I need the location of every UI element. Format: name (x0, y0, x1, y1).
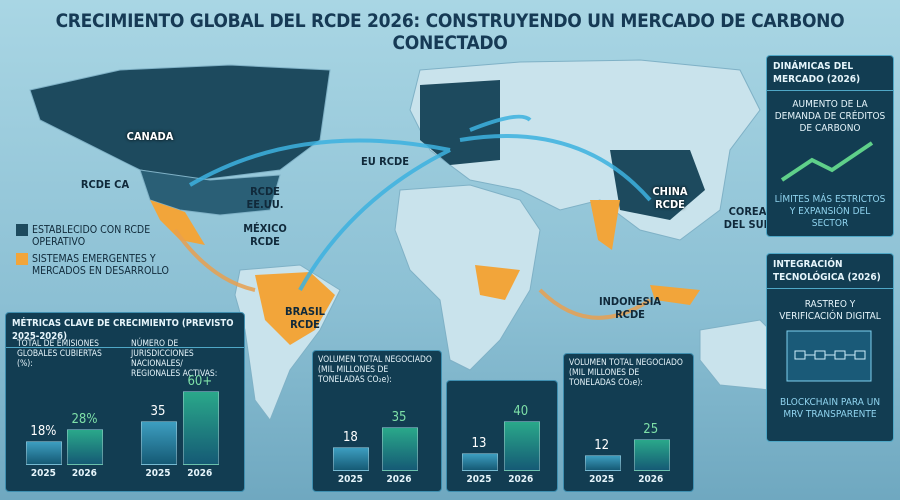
market-panel: DINÁMICAS DEL MERCADO (2026) AUMENTO DE … (766, 55, 894, 237)
legend-item: ESTABLECIDO CON RCDE OPERATIVO (16, 224, 196, 248)
bar (382, 427, 419, 471)
map-label: RCDE CA (80, 178, 130, 191)
map-label: CHINA RCDE (652, 185, 688, 211)
metric-chart: VOLUMEN TOTAL NEGOCIADO (MIL MILLONES DE… (563, 353, 694, 492)
bar (462, 453, 498, 471)
bar (633, 439, 670, 471)
bar (67, 429, 104, 465)
bar (141, 421, 177, 465)
map-label: BRASIL RCDE (285, 305, 325, 331)
chart-title: TOTAL DE EMISIONES GLOBALES CUBIERTAS (%… (17, 339, 102, 369)
value-label: 28% (71, 412, 98, 428)
value-label: 25 (643, 422, 659, 437)
panel-item: RASTREO Y VERIFICACIÓN DIGITAL (779, 299, 881, 322)
bar (333, 447, 370, 471)
chart-title: VOLUMEN TOTAL NEGOCIADO (MIL MILLONES DE… (318, 355, 432, 385)
bar (584, 454, 621, 471)
screen-icon (786, 330, 872, 382)
chart-title: NÚMERO DE JURISDICCIONES NACIONALES/ REG… (131, 339, 218, 379)
value-label: 13 (471, 436, 487, 452)
map-label: EU RCDE (360, 155, 410, 168)
title: CRECIMIENTO GLOBAL DEL RCDE 2026: CONSTR… (55, 10, 845, 54)
map-label: INDONESIA RCDE (598, 295, 662, 321)
category-label: 2026 (386, 474, 412, 485)
metric-chart: TOTAL DE EMISIONES GLOBALES CUBIERTAS (%… (12, 335, 120, 485)
bar (503, 421, 540, 471)
category-label: 2025 (145, 468, 171, 479)
category-label: 2026 (187, 468, 213, 479)
map-label: CANADA (126, 130, 174, 143)
metric-chart: NÚMERO DE JURISDICCIONES NACIONALES/ REG… (126, 335, 236, 485)
map-label: MÉXICO RCDE (243, 222, 287, 248)
category-label: 2026 (508, 474, 534, 485)
value-label: 18 (342, 430, 358, 446)
legend-label: ESTABLECIDO CON RCDE OPERATIVO (32, 224, 151, 248)
map-label: RCDE EE.UU. (246, 185, 284, 211)
panel-title: INTEGRACIÓN TECNOLÓGICA (2026) (767, 254, 893, 289)
legend-swatch (16, 224, 28, 236)
category-label: 2025 (337, 474, 363, 485)
value-label: 35 (150, 404, 166, 419)
value-label: 35 (391, 410, 407, 425)
category-label: 2026 (71, 468, 97, 479)
metrics-title: MÉTRICAS CLAVE DE CRECIMIENTO (PREVISTO … (6, 313, 244, 348)
legend-label: SISTEMAS EMERGENTES Y MERCADOS EN DESARR… (32, 253, 169, 277)
bar (26, 441, 63, 465)
legend-item: SISTEMAS EMERGENTES Y MERCADOS EN DESARR… (16, 253, 196, 277)
category-label: 2025 (466, 474, 492, 485)
bar (182, 391, 219, 465)
legend: ESTABLECIDO CON RCDE OPERATIVO SISTEMAS E… (16, 224, 196, 282)
legend-swatch (16, 253, 28, 265)
tech-panel: INTEGRACIÓN TECNOLÓGICA (2026) RASTREO Y… (766, 253, 894, 442)
category-label: 2025 (589, 474, 615, 485)
panel-item: LÍMITES MÁS ESTRICTOS Y EXPANSIÓN DEL SE… (774, 194, 886, 229)
panel-item: AUMENTO DE LA DEMANDA DE CRÉDITOS DE CAR… (774, 99, 886, 134)
value-label: 40 (513, 404, 529, 419)
value-label: 12 (594, 437, 610, 453)
panel-item: BLOCKCHAIN PARA UN MRV TRANSPARENTE (779, 397, 881, 420)
metric-chart: VOLUMEN TOTAL NEGOCIADO (MIL MILLONES DE… (312, 350, 442, 492)
panel-title: DINÁMICAS DEL MERCADO (2026) (767, 56, 893, 91)
chart-title: VOLUMEN TOTAL NEGOCIADO (MIL MILLONES DE… (569, 358, 683, 388)
category-label: 2025 (30, 468, 56, 479)
map-label: COREA DEL SUR (723, 205, 772, 231)
metric-chart: 13 2025 40 2026 (446, 380, 558, 492)
trend-icon (780, 141, 874, 182)
value-label: 18% (30, 424, 57, 440)
category-label: 2026 (638, 474, 664, 485)
value-label: 60+ (187, 374, 213, 389)
